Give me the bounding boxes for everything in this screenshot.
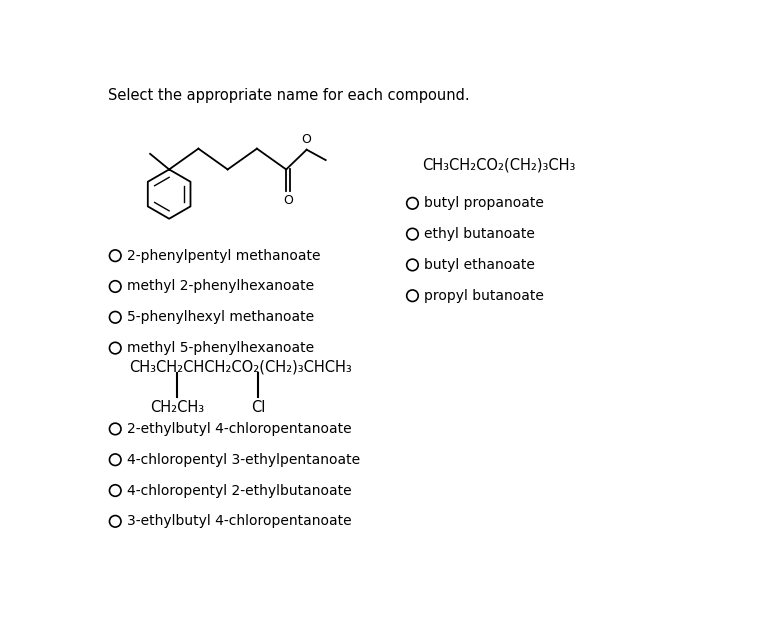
Text: methyl 2-phenylhexanoate: methyl 2-phenylhexanoate [127, 279, 315, 293]
Text: methyl 5-phenylhexanoate: methyl 5-phenylhexanoate [127, 341, 315, 355]
Text: O: O [301, 133, 311, 146]
Text: O: O [283, 195, 293, 207]
Text: 2-ethylbutyl 4-chloropentanoate: 2-ethylbutyl 4-chloropentanoate [127, 422, 352, 436]
Text: butyl propanoate: butyl propanoate [424, 196, 544, 211]
Text: 3-ethylbutyl 4-chloropentanoate: 3-ethylbutyl 4-chloropentanoate [127, 514, 352, 528]
Text: 4-chloropentyl 2-ethylbutanoate: 4-chloropentyl 2-ethylbutanoate [127, 483, 352, 498]
Text: CH₃CH₂CO₂(CH₂)₃CH₃: CH₃CH₂CO₂(CH₂)₃CH₃ [422, 157, 575, 172]
Text: ethyl butanoate: ethyl butanoate [424, 227, 535, 241]
Text: 5-phenylhexyl methanoate: 5-phenylhexyl methanoate [127, 310, 315, 324]
Text: butyl ethanoate: butyl ethanoate [424, 258, 535, 272]
Text: CH₂CH₃: CH₂CH₃ [150, 400, 204, 415]
Text: CH₃CH₂CHCH₂CO₂(CH₂)₃CHCH₃: CH₃CH₂CHCH₂CO₂(CH₂)₃CHCH₃ [129, 360, 352, 375]
Text: 4-chloropentyl 3-ethylpentanoate: 4-chloropentyl 3-ethylpentanoate [127, 453, 360, 467]
Text: 2-phenylpentyl methanoate: 2-phenylpentyl methanoate [127, 248, 321, 263]
Text: Cl: Cl [251, 400, 265, 415]
Text: Select the appropriate name for each compound.: Select the appropriate name for each com… [107, 88, 470, 103]
Text: propyl butanoate: propyl butanoate [424, 289, 544, 303]
